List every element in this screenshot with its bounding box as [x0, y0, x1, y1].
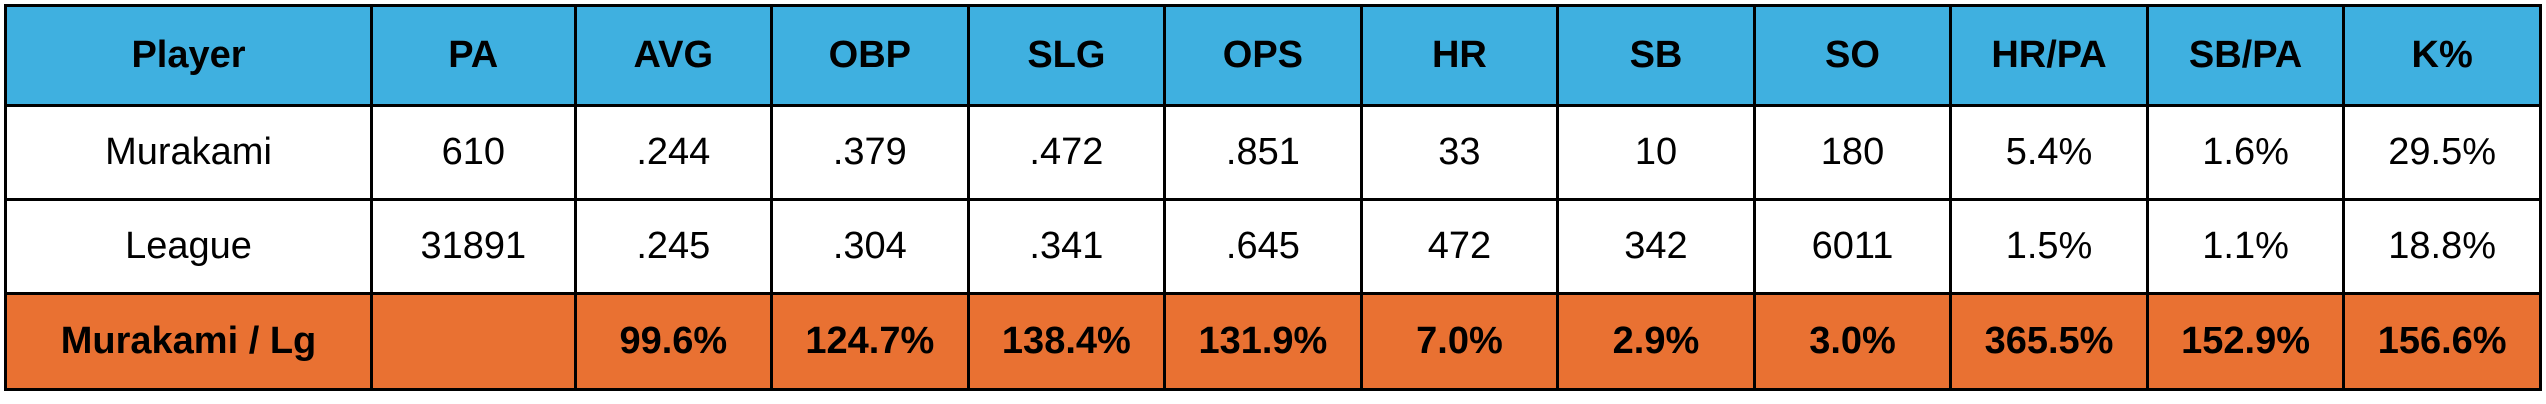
column-header-so: SO	[1752, 4, 1953, 107]
cell-avg: .244	[573, 104, 774, 201]
cell-kpct: 18.8%	[2342, 198, 2542, 295]
column-header-ops: OPS	[1163, 4, 1363, 107]
table-row: Murakami 610.244.379.472.851 33 10 180 5.4% 1.…	[4, 104, 2542, 201]
header-row: Player PA AVG OBP SLG OPS HR SB SO HR/PA SB/PA K%	[4, 4, 2542, 107]
cell-so: 6011	[1752, 198, 1953, 295]
cell-obp: .379	[770, 104, 970, 201]
cell-avg: 99.6%	[573, 292, 774, 391]
cell-player: League	[4, 198, 373, 295]
cell-sb: 2.9%	[1556, 292, 1756, 391]
cell-obp: .304	[770, 198, 970, 295]
cell-so: 3.0%	[1752, 292, 1953, 391]
cell-pa	[370, 292, 577, 391]
cell-kpct: 156.6%	[2342, 292, 2542, 391]
stats-table: Player PA AVG OBP SLG OPS HR SB SO HR/PA SB/PA K% M…	[4, 4, 2542, 391]
cell-player: Murakami	[4, 104, 373, 201]
cell-slg: .472	[966, 104, 1167, 201]
cell-so: 180	[1752, 104, 1953, 201]
cell-avg: .245	[573, 198, 774, 295]
column-header-pa: PA	[370, 4, 577, 107]
table-row: League 31891.245.304.341.645 472 342 6011 1.5…	[4, 198, 2542, 295]
column-header-sb-pa: SB/PA	[2145, 4, 2346, 107]
cell-ops: .851	[1163, 104, 1363, 201]
cell-ops: .645	[1163, 198, 1363, 295]
cell-hr-pa: 365.5%	[1949, 292, 2149, 391]
table-header: Player PA AVG OBP SLG OPS HR SB SO HR/PA SB/PA K%	[4, 4, 2542, 107]
cell-player: Murakami / Lg	[4, 292, 373, 391]
cell-hr: 33	[1359, 104, 1560, 201]
ratio-row: Murakami / Lg 99.6% 124.7% 138.4% 131.9% 7.0%…	[4, 292, 2542, 391]
cell-sb-pa: 1.6%	[2145, 104, 2346, 201]
cell-hr: 472	[1359, 198, 1560, 295]
cell-pa: 31891	[370, 198, 577, 295]
column-header-sb: SB	[1556, 4, 1756, 107]
column-header-kpct: K%	[2342, 4, 2542, 107]
column-header-hr: HR	[1359, 4, 1560, 107]
cell-hr: 7.0%	[1359, 292, 1560, 391]
cell-obp: 124.7%	[770, 292, 970, 391]
column-header-player: Player	[4, 4, 373, 107]
cell-sb-pa: 1.1%	[2145, 198, 2346, 295]
cell-sb: 10	[1556, 104, 1756, 201]
cell-sb-pa: 152.9%	[2145, 292, 2346, 391]
cell-kpct: 29.5%	[2342, 104, 2542, 201]
column-header-hr-pa: HR/PA	[1949, 4, 2149, 107]
table-body: Murakami 610.244.379.472.851 33 10 180 5.4% 1.…	[4, 104, 2542, 391]
cell-pa: 610	[370, 104, 577, 201]
cell-hr-pa: 1.5%	[1949, 198, 2149, 295]
cell-hr-pa: 5.4%	[1949, 104, 2149, 201]
cell-slg: 138.4%	[966, 292, 1167, 391]
cell-ops: 131.9%	[1163, 292, 1363, 391]
column-header-slg: SLG	[966, 4, 1167, 107]
cell-slg: .341	[966, 198, 1167, 295]
cell-sb: 342	[1556, 198, 1756, 295]
column-header-avg: AVG	[573, 4, 774, 107]
column-header-obp: OBP	[770, 4, 970, 107]
